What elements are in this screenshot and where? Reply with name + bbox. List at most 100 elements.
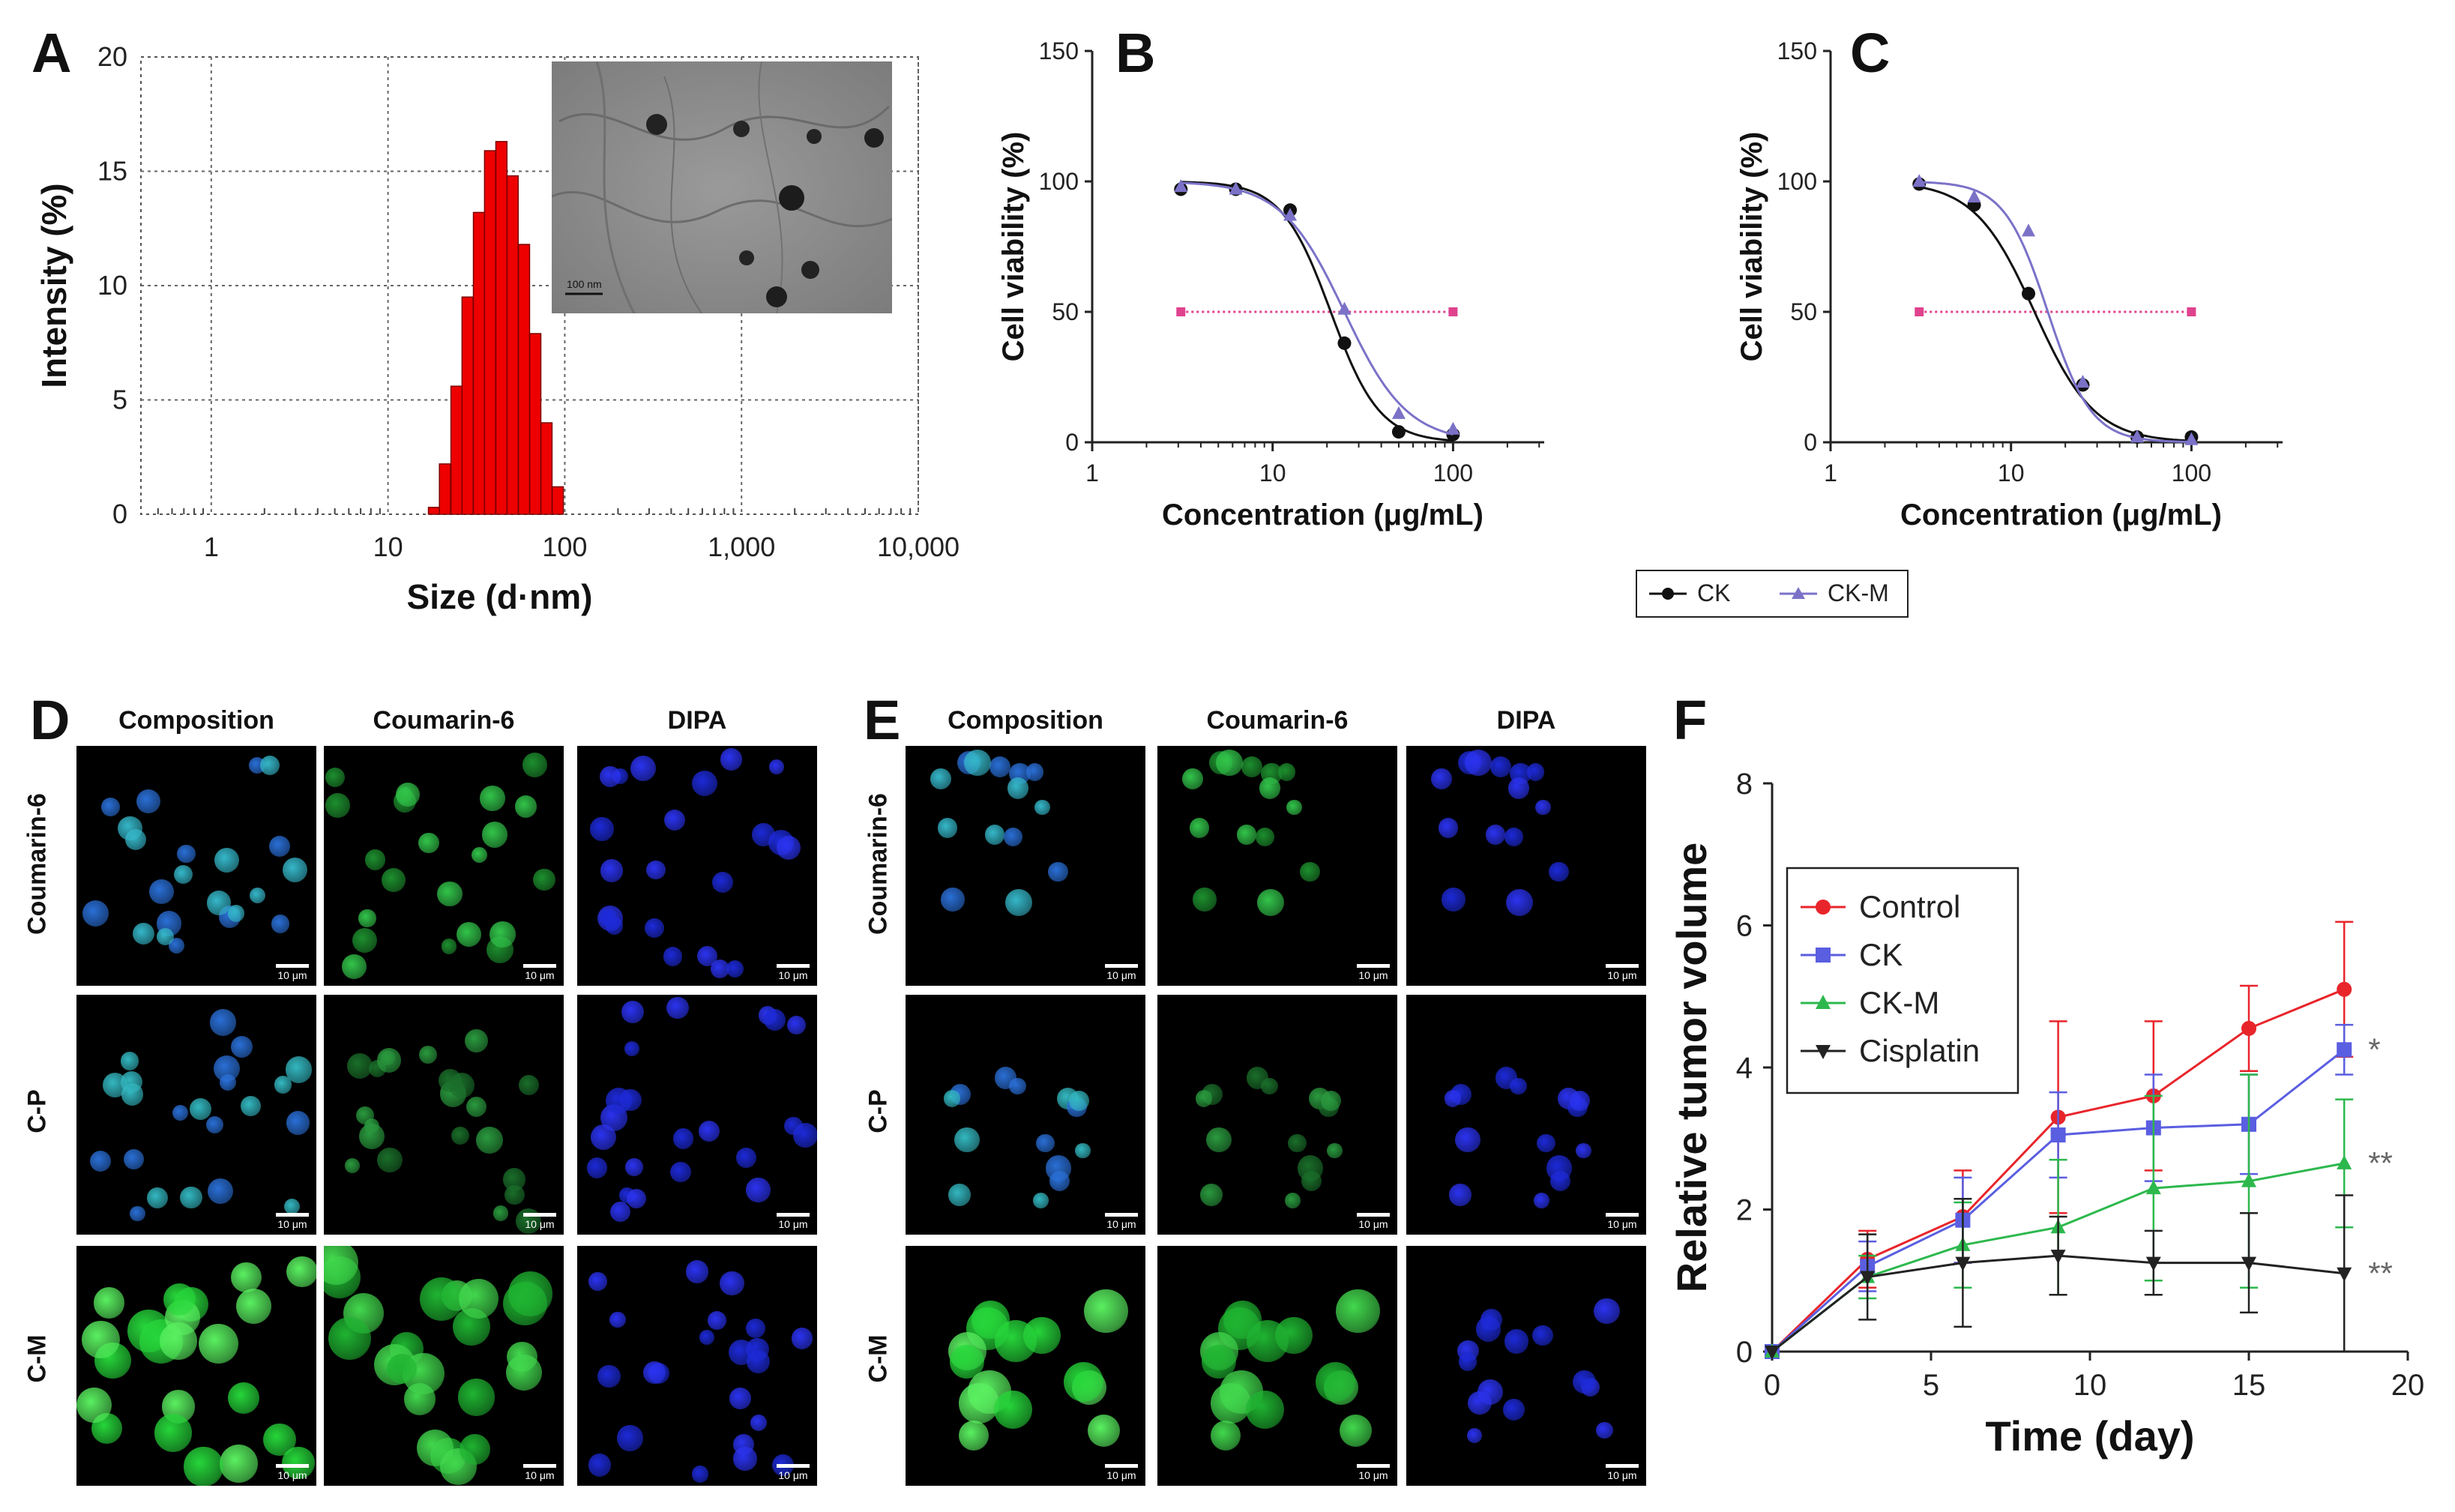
chart-f-legend-label: CK — [1859, 937, 1903, 972]
chart-f-significance: ** — [2368, 1145, 2393, 1181]
scale-bar: 10 μm — [276, 1213, 309, 1230]
panel-d-micrograph-0-0: 10 μm — [76, 746, 316, 986]
cell-blob — [249, 888, 266, 904]
chart-b-xtick-label: 10 — [1259, 460, 1286, 487]
row-label-cm-e: C-M — [864, 1334, 893, 1383]
panel-d-micrograph-2-0: 10 μm — [76, 1246, 316, 1486]
cell-blob — [230, 1262, 262, 1293]
cell-blob — [1236, 825, 1257, 845]
chart-f-ylabel: Relative tumor volume — [1668, 843, 1715, 1293]
scale-bar: 10 μm — [1606, 1213, 1639, 1230]
scale-bar: 10 μm — [777, 964, 810, 981]
chart-f-point — [1765, 1346, 1780, 1360]
chart-b-point — [1229, 181, 1243, 195]
scale-bar: 10 μm — [523, 1213, 556, 1230]
cell-blob — [1321, 1091, 1342, 1112]
cell-blob — [1480, 1309, 1502, 1331]
cell-blob — [776, 835, 801, 861]
chart-c-ytick-label: 0 — [1804, 429, 1817, 456]
chart-a-xtick-label: 10 — [373, 531, 403, 562]
chart-f-xtick-label: 10 — [2073, 1369, 2107, 1402]
cell-blob — [1449, 1184, 1472, 1206]
cell-blob — [271, 915, 290, 934]
chart-a-ytick-label: 15 — [97, 156, 127, 187]
cell-blob — [1548, 861, 1569, 882]
cell-blob — [930, 768, 951, 789]
chart-a-xtick-label: 10,000 — [877, 531, 960, 562]
cell-blob — [207, 1178, 233, 1204]
panel-e-micrograph-2-0: 10 μm — [906, 1246, 1145, 1486]
cell-blob — [984, 825, 1005, 845]
cell-blob — [1181, 768, 1203, 789]
cell-blob — [685, 1260, 709, 1283]
chart-c-point — [2022, 223, 2036, 237]
cell-blob — [666, 996, 689, 1019]
cell-blob — [515, 795, 537, 818]
cell-blob — [1036, 1133, 1055, 1153]
cell-blob — [768, 759, 784, 774]
chart-f-point — [2145, 1180, 2161, 1195]
cell-blob — [241, 1096, 262, 1116]
chart-b-point — [1446, 421, 1460, 435]
cell-blob — [157, 928, 174, 945]
cell-blob — [1340, 1414, 1373, 1447]
cell-blob — [1477, 1379, 1503, 1405]
chart-c-point — [1967, 189, 1981, 203]
cell-blob — [793, 1123, 817, 1148]
panel-e-micrograph-1-2: 10 μm — [1406, 995, 1646, 1235]
chart-a-xtick-label: 100 — [542, 531, 587, 562]
cell-blob — [954, 1127, 980, 1153]
cell-blob — [325, 792, 351, 818]
chart-b-xtick-label: 1 — [1085, 460, 1099, 487]
cell-blob — [346, 1052, 373, 1079]
chart-c-ylabel: Cell viability (%) — [1735, 132, 1768, 362]
cell-blob — [625, 1158, 643, 1176]
viability-chart-c: 0 50 100 150 1 10 100 Concentration (μg/mL) Cell… — [1735, 37, 2283, 531]
cell-blob — [359, 1124, 385, 1149]
cell-blob — [1576, 1142, 1591, 1158]
cell-blob — [1596, 1422, 1613, 1439]
chart-c-reference-point — [2187, 307, 2196, 316]
chart-a-ylabel: Intensity (%) — [34, 183, 73, 388]
col-header-dipa: DIPA — [667, 706, 727, 735]
cell-blob — [355, 1106, 374, 1125]
tem-inset: 100 nm — [552, 61, 892, 313]
scale-bar: 10 μm — [276, 964, 309, 981]
chart-a-bar — [551, 486, 564, 515]
chart-b-point — [1391, 425, 1406, 439]
cell-blob — [643, 1361, 666, 1384]
chart-f-legend-label: Control — [1859, 889, 1960, 924]
chart-a-ytick-label: 0 — [112, 499, 127, 529]
cell-blob — [438, 1068, 463, 1093]
scale-bar: 10 μm — [777, 1213, 810, 1230]
panel-d-micrograph-1-2: 10 μm — [577, 995, 817, 1235]
tem-image: 100 nm — [552, 61, 892, 313]
chart-f-point — [2241, 1172, 2256, 1187]
panel-letter-f: F — [1673, 689, 1708, 751]
cell-blob — [376, 1048, 402, 1073]
cell-blob — [236, 1289, 272, 1324]
cell-blob — [503, 1281, 547, 1326]
cell-blob — [136, 789, 160, 814]
legend-label-ck: CK — [1697, 579, 1731, 606]
cell-blob — [1455, 1127, 1480, 1153]
cell-blob — [1069, 1091, 1090, 1112]
cell-blob — [1032, 1192, 1049, 1208]
cell-blob — [230, 1035, 253, 1058]
chart-f-ytick-label: 4 — [1736, 1052, 1753, 1085]
cell-blob — [1570, 1091, 1591, 1112]
cell-blob — [214, 847, 239, 873]
cell-blob — [492, 1205, 509, 1222]
cell-blob — [1504, 1328, 1529, 1354]
chart-c-xtick-label: 100 — [2172, 460, 2211, 487]
chart-a-xlabel: Size (d·nm) — [407, 577, 593, 616]
cell-blob — [644, 918, 665, 939]
cell-blob — [209, 1009, 237, 1036]
cell-blob — [89, 1150, 112, 1172]
cell-blob — [282, 857, 308, 883]
cell-blob — [750, 1414, 768, 1432]
cell-blob — [1316, 1361, 1356, 1403]
chart-f-significance: * — [2368, 1031, 2380, 1067]
cell-blob — [1465, 749, 1492, 776]
cell-blob — [1549, 1170, 1570, 1191]
